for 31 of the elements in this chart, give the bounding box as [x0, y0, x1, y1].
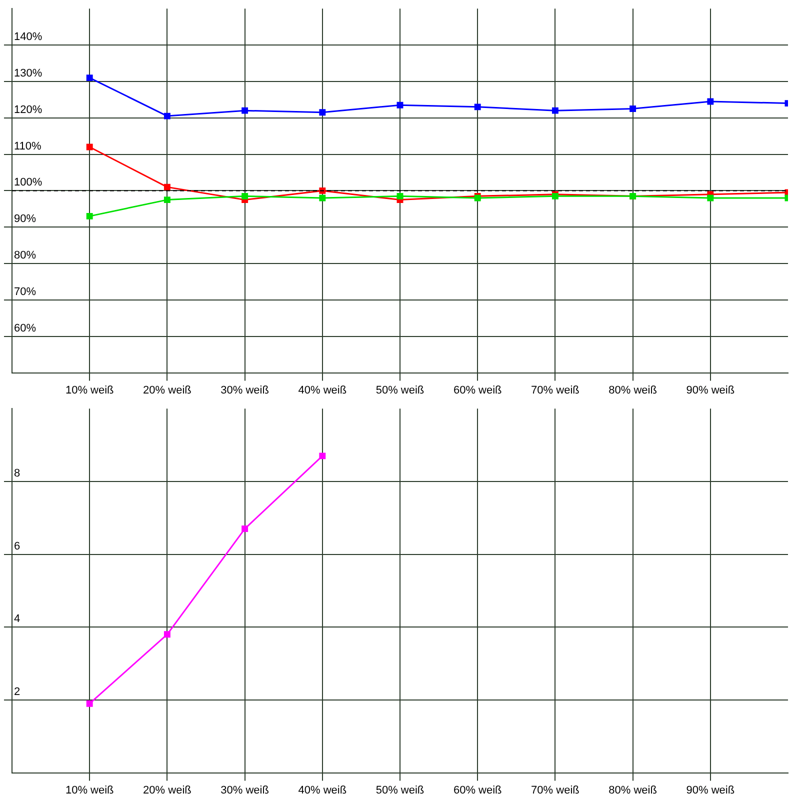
x-tick-label: 40% weiß — [298, 784, 347, 796]
y-tick-label: 140% — [14, 31, 42, 44]
x-tick-label: 10% weiß — [65, 784, 114, 796]
y-tick-label: 120% — [14, 104, 42, 116]
x-tick-label: 90% weiß — [686, 784, 735, 796]
y-tick-label: 60% — [14, 322, 36, 334]
x-tick-label: 70% weiß — [531, 384, 580, 396]
y-tick-label: 8 — [14, 467, 20, 480]
x-tick-label: 80% weiß — [608, 784, 658, 796]
y-tick-label: 4 — [14, 613, 20, 626]
x-tick-label: 30% weiß — [220, 384, 270, 396]
y-tick-label: 70% — [14, 286, 36, 298]
x-tick-label: 60% weiß — [453, 784, 502, 796]
y-tick-label: 6 — [14, 540, 20, 552]
y-tick-label: 110% — [14, 140, 42, 152]
x-tick-label: 10% weiß — [65, 384, 114, 396]
x-tick-label: 20% weiß — [143, 784, 192, 796]
x-tick-label: 90% weiß — [686, 384, 735, 396]
x-tick-label: 50% weiß — [376, 384, 424, 396]
y-tick-label: 90% — [14, 213, 36, 226]
x-tick-label: 30% weiß — [220, 784, 270, 796]
x-tick-label: 70% weiß — [531, 784, 580, 796]
x-tick-label: 40% weiß — [298, 384, 347, 396]
x-tick-label: 60% weiß — [453, 384, 502, 396]
x-tick-label: 50% weiß — [376, 784, 424, 796]
x-tick-label: 20% weiß — [143, 384, 192, 396]
y-tick-label: 80% — [14, 250, 36, 262]
y-tick-label: 130% — [14, 67, 42, 80]
y-tick-label: 100% — [14, 176, 42, 189]
x-tick-label: 80% weiß — [608, 384, 658, 396]
y-tick-label: 2 — [14, 686, 20, 698]
